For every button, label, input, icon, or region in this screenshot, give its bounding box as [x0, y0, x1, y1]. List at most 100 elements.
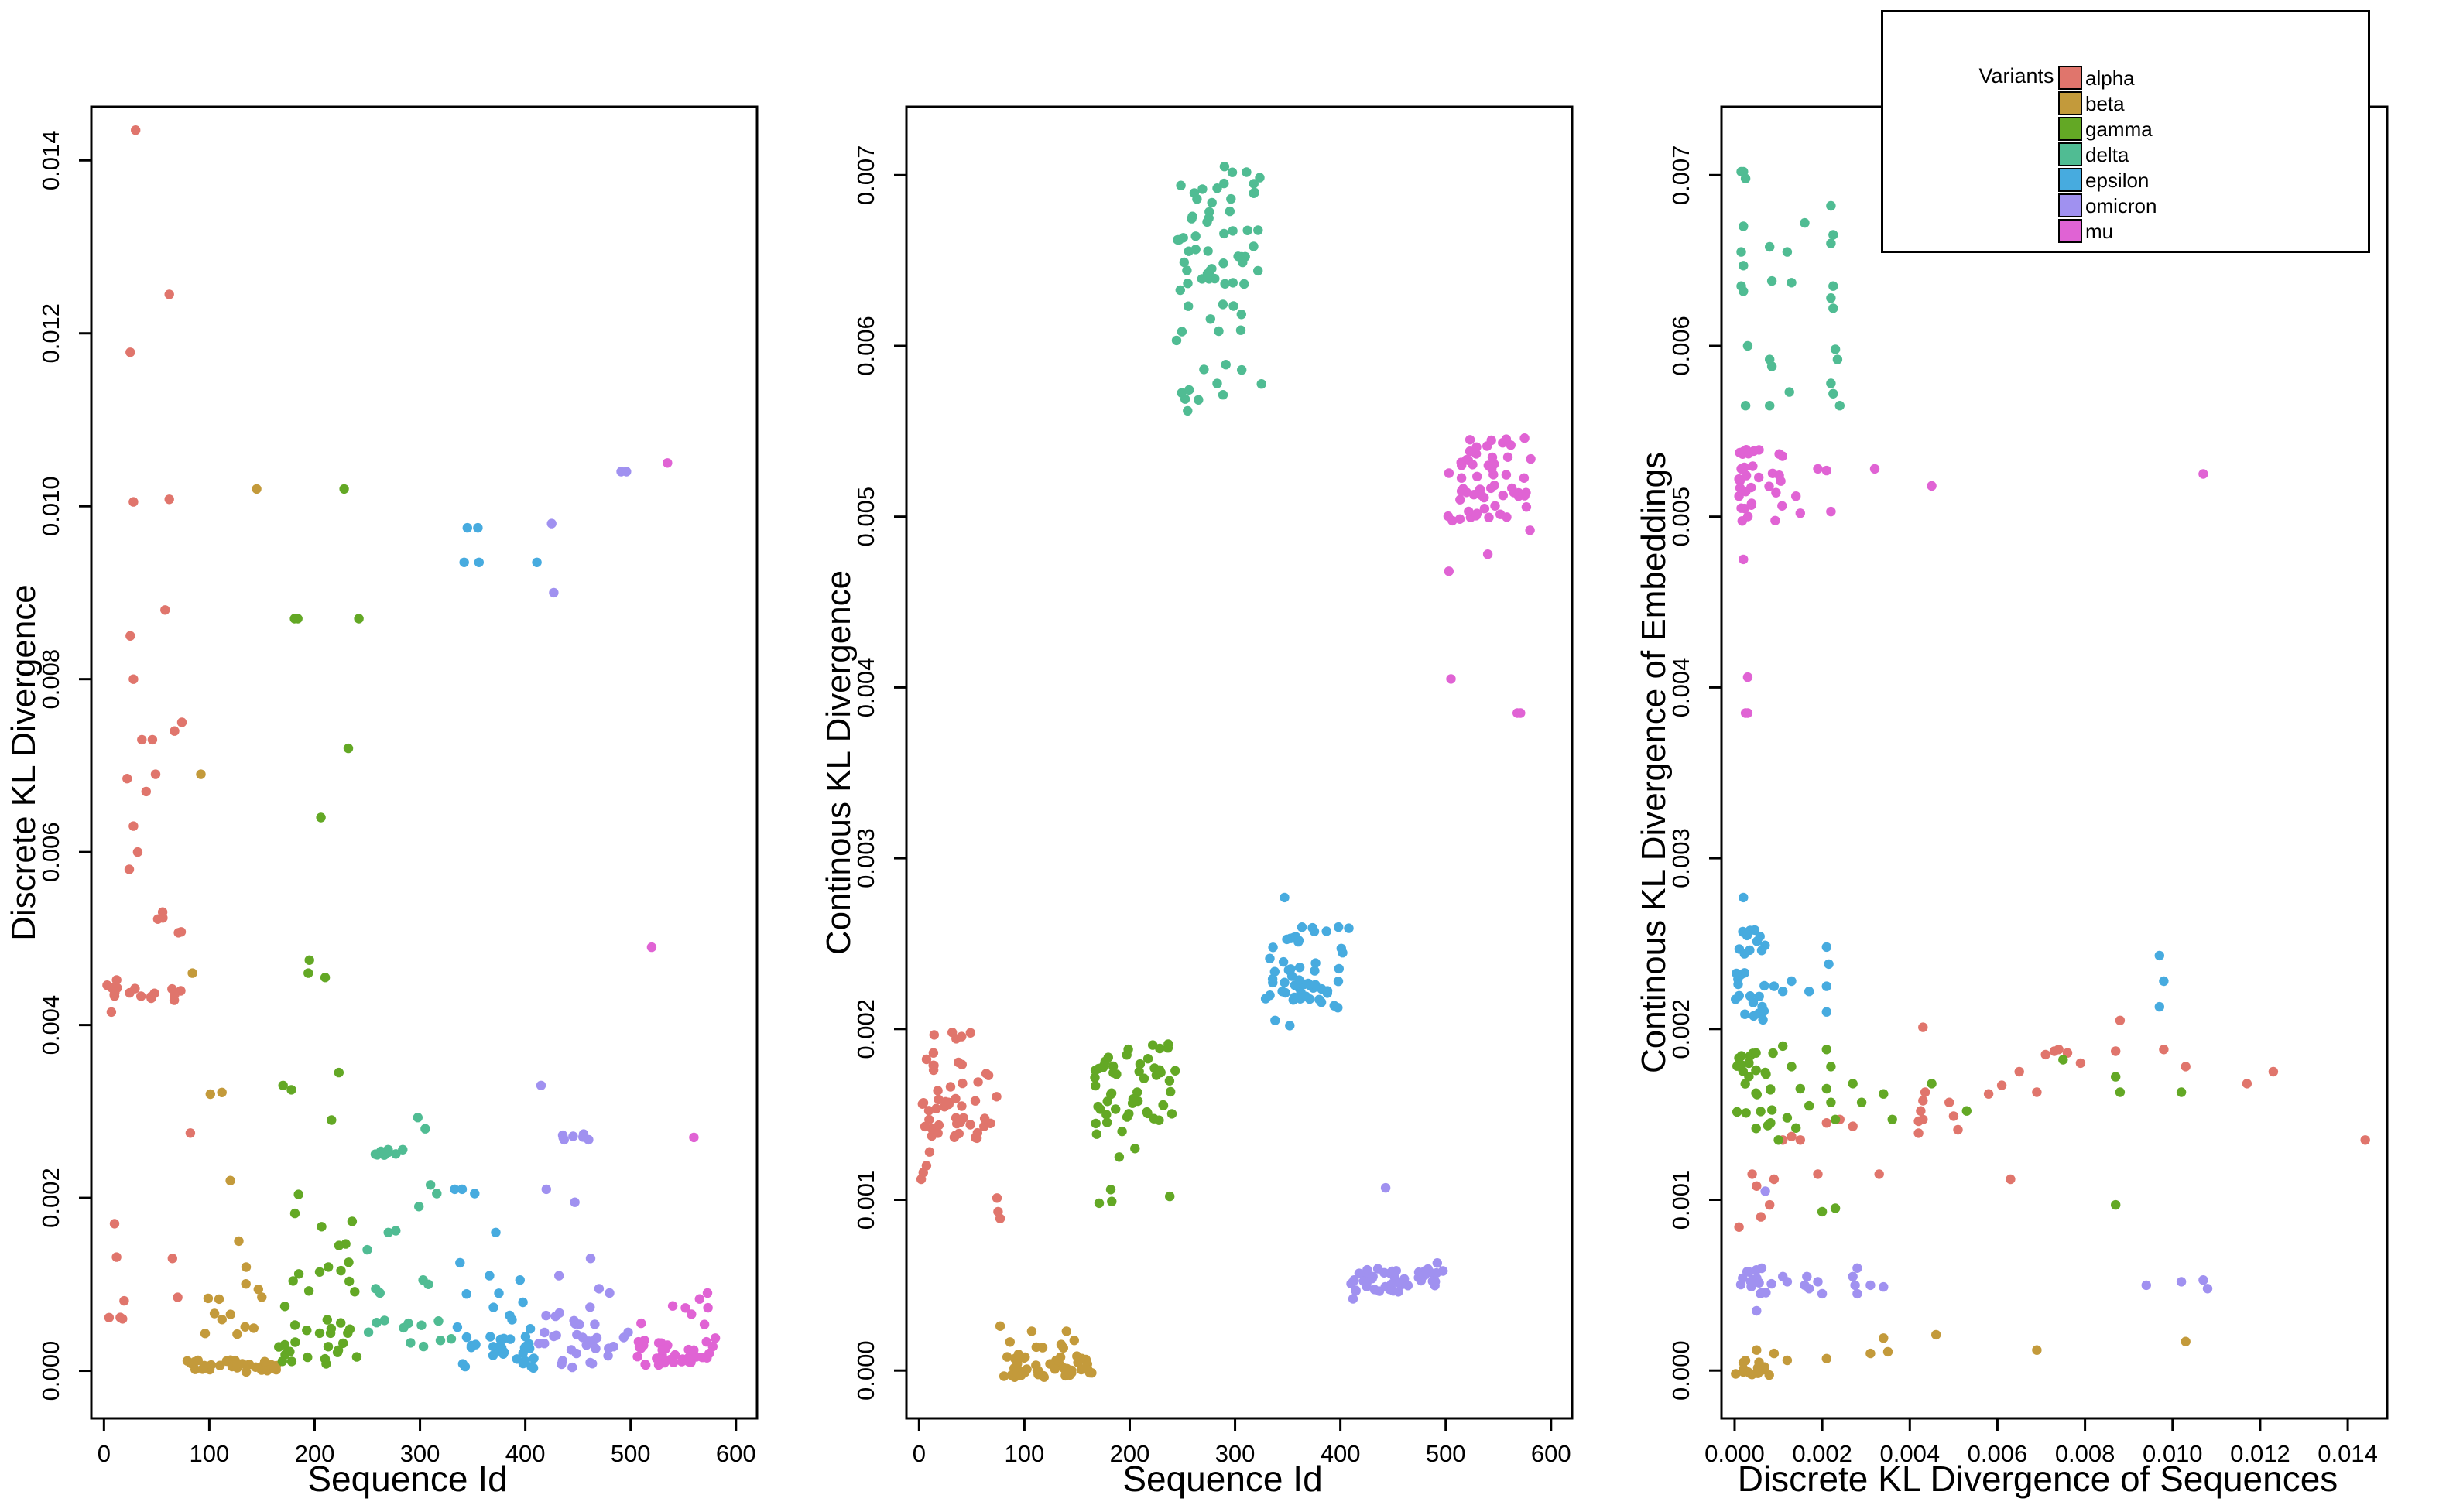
data-point [1502, 452, 1513, 462]
data-point [2032, 1345, 2042, 1355]
data-point [1456, 473, 1467, 483]
data-point [1444, 468, 1454, 478]
data-point [1253, 265, 1263, 276]
data-point [1294, 963, 1305, 973]
data-point [333, 1345, 344, 1356]
data-point [1738, 1357, 1749, 1367]
data-point [1784, 387, 1794, 397]
data-point [136, 991, 146, 1001]
x-tick-label: 600 [716, 1440, 756, 1467]
data-point [1285, 1021, 1295, 1031]
data-point [591, 1332, 602, 1343]
data-point [566, 1345, 577, 1355]
data-point [1280, 977, 1290, 987]
data-point [286, 1356, 297, 1367]
data-point [1745, 991, 1756, 1001]
data-point [1081, 1363, 1091, 1373]
data-point [1348, 1294, 1358, 1304]
y-axis: 0.000 0.001 0.002 0.003 0.004 0.005 0.006 0.007 [1667, 145, 1721, 1401]
data-point [1732, 1107, 1742, 1117]
data-point [1927, 481, 1937, 491]
data-point [491, 1227, 501, 1238]
data-point [2159, 976, 2169, 987]
data-point [303, 968, 313, 978]
data-point [1091, 1080, 1101, 1091]
data-point [554, 1308, 564, 1319]
data-point [931, 1103, 941, 1113]
data-point [920, 1121, 930, 1132]
data-point [317, 1222, 327, 1232]
data-point [1199, 364, 1209, 375]
data-point [1916, 1106, 1926, 1116]
data-point [1114, 1152, 1125, 1162]
data-point [1171, 335, 1182, 346]
data-point [379, 1315, 389, 1326]
series-epsilon [1731, 892, 2169, 1025]
y-tick-label: 0.003 [852, 828, 879, 888]
data-point [546, 518, 557, 529]
legend-swatch-epsilon [2058, 168, 2082, 192]
data-point [2058, 1055, 2068, 1065]
series-gamma [274, 484, 364, 1369]
data-point [1749, 925, 1760, 936]
legend-label: alpha [2085, 67, 2135, 90]
data-point [2154, 950, 2164, 961]
data-point [379, 1150, 389, 1160]
data-point [1101, 1110, 1112, 1120]
data-point [1848, 1271, 1858, 1282]
data-point [1432, 1258, 1442, 1268]
data-point [1741, 487, 1751, 497]
data-point [1444, 566, 1454, 576]
data-point [1787, 278, 1797, 288]
data-point [125, 347, 135, 357]
data-point [1142, 1107, 1152, 1117]
data-point [1256, 379, 1266, 389]
data-point [137, 734, 147, 745]
data-point [945, 1082, 956, 1092]
data-point [687, 1346, 697, 1356]
data-point [1742, 708, 1753, 718]
series-gamma [1732, 1041, 2187, 1217]
data-point [1184, 301, 1194, 311]
data-point [1358, 1276, 1369, 1287]
data-point [2176, 1087, 2187, 1097]
data-point [636, 1318, 646, 1329]
data-point [622, 467, 632, 477]
data-point [521, 1341, 532, 1351]
data-point [1502, 512, 1512, 522]
data-point [1983, 1089, 1994, 1099]
data-point [1826, 293, 1836, 303]
data-point [344, 1257, 354, 1267]
data-point [1179, 257, 1189, 268]
data-point [1280, 892, 1290, 903]
data-point [1297, 922, 1307, 932]
data-point [1751, 1065, 1761, 1076]
data-point [1826, 200, 1836, 211]
data-point [1233, 251, 1243, 262]
data-point [2181, 1336, 2191, 1346]
data-point [702, 1288, 713, 1298]
data-point [585, 1254, 596, 1264]
data-point [2198, 469, 2208, 479]
legend-label: mu [2085, 220, 2114, 243]
series-mu [1443, 433, 1536, 718]
data-point [1130, 1144, 1140, 1154]
data-point [568, 1131, 578, 1141]
legend-swatch-beta [2058, 91, 2082, 115]
data-point [1394, 1278, 1404, 1288]
data-point [520, 1332, 531, 1342]
data-point [289, 1320, 300, 1330]
data-point [578, 1129, 589, 1139]
data-point [1307, 922, 1317, 933]
data-point [701, 1336, 711, 1347]
data-point [923, 1106, 934, 1116]
data-point [1290, 992, 1300, 1003]
data-point [316, 812, 326, 823]
data-point [1782, 1277, 1793, 1287]
data-point [515, 1275, 525, 1285]
y-tick-label: 0.001 [1667, 1170, 1694, 1230]
data-point [1751, 1124, 1761, 1134]
data-point [1187, 211, 1197, 221]
data-point [141, 786, 151, 797]
data-point [1063, 1367, 1074, 1377]
